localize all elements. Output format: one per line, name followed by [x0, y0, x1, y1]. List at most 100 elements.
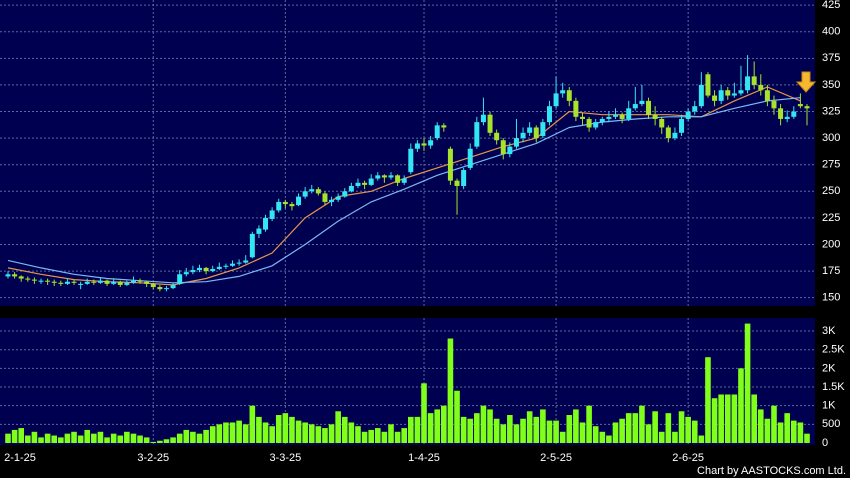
candle-body	[190, 270, 196, 273]
volume-bar	[665, 413, 672, 443]
candle-body	[725, 90, 731, 96]
y-tick-label: 250	[822, 185, 840, 197]
volume-bar	[381, 431, 388, 443]
candle-body	[256, 228, 262, 234]
candle-body	[368, 178, 374, 185]
y-tick-label: 400	[822, 26, 840, 38]
volume-bar	[308, 424, 315, 443]
candle-body	[698, 84, 704, 107]
volume-bar	[612, 422, 619, 443]
candle-body	[51, 281, 57, 283]
volume-bar	[229, 422, 236, 443]
volume-bar	[25, 435, 31, 443]
volume-bar	[64, 433, 71, 443]
volume-bar	[196, 433, 203, 443]
candle-body	[540, 122, 546, 136]
y-tick-label: 325	[822, 105, 840, 117]
volume-tick-label: 1.5K	[822, 381, 845, 393]
candle-body	[355, 182, 361, 186]
volume-bar	[757, 409, 764, 443]
candle-body	[421, 143, 427, 146]
volume-bar	[44, 433, 51, 443]
volume-bar	[368, 429, 374, 443]
candle-body	[738, 90, 744, 94]
volume-bar	[71, 431, 77, 443]
candle-body	[144, 281, 150, 284]
volume-bar	[718, 394, 724, 443]
volume-bar	[124, 431, 130, 443]
volume-bar	[804, 433, 810, 443]
y-tick-label: 150	[822, 292, 840, 304]
volume-bar	[652, 411, 658, 443]
x-tick-label: 3-2-25	[137, 452, 169, 464]
candle-body	[474, 122, 480, 147]
candle-body	[646, 100, 652, 115]
volume-bar	[500, 424, 507, 443]
candle-body	[196, 267, 202, 271]
x-tick-label: 2-6-25	[672, 452, 704, 464]
volume-bar	[744, 323, 751, 443]
candle-body	[104, 280, 110, 284]
y-tick-label: 425	[822, 0, 840, 11]
volume-bar	[639, 405, 645, 443]
volume-bar	[282, 413, 289, 443]
volume-bar	[242, 424, 249, 443]
candle-body	[58, 282, 64, 284]
candle-body	[579, 116, 585, 119]
volume-bar	[427, 413, 434, 443]
candle-body	[223, 265, 229, 267]
volume-tick-label: 2K	[822, 362, 836, 374]
volume-bar	[784, 413, 790, 443]
candle-body	[434, 125, 440, 139]
volume-bar	[190, 431, 196, 443]
candle-body	[84, 281, 90, 284]
candle-body	[124, 282, 130, 285]
volume-bar	[691, 420, 698, 443]
candle-body	[395, 175, 401, 183]
volume-bar	[414, 416, 421, 443]
candle-body	[778, 108, 784, 119]
volume-bar	[579, 422, 586, 443]
x-tick-label: 1-4-25	[408, 452, 440, 464]
volume-bar	[275, 415, 282, 443]
candle-body	[71, 281, 77, 283]
candle-body	[797, 104, 803, 107]
volume-bar	[606, 435, 612, 443]
volume-bar	[394, 431, 401, 443]
volume-bar	[97, 431, 104, 443]
candle-body	[236, 262, 242, 264]
volume-bar	[724, 394, 731, 443]
volume-bar	[592, 426, 599, 443]
volume-bar	[698, 435, 705, 443]
volume-bar	[84, 429, 91, 443]
volume-bar	[38, 437, 44, 443]
volume-bar	[51, 435, 58, 443]
volume-bar	[170, 437, 176, 443]
candle-body	[791, 111, 797, 117]
volume-bar	[632, 413, 639, 443]
candle-body	[513, 138, 519, 147]
volume-bar	[764, 418, 771, 443]
candle-body	[111, 281, 117, 284]
candle-body	[150, 283, 156, 288]
volume-bar	[5, 433, 11, 443]
candle-body	[500, 140, 506, 155]
candle-body	[672, 132, 678, 139]
volume-bar	[619, 418, 625, 443]
y-tick-label: 275	[822, 159, 840, 171]
candle-body	[296, 196, 302, 206]
candle-body	[480, 114, 486, 123]
candle-body	[408, 148, 414, 173]
candle-body	[454, 180, 460, 186]
candle-body	[560, 90, 566, 94]
candle-body	[745, 76, 751, 91]
candle-body	[348, 185, 354, 192]
candle-body	[97, 280, 103, 283]
volume-bar	[705, 357, 711, 443]
candle-body	[137, 280, 143, 282]
x-tick-label: 3-3-25	[269, 452, 301, 464]
candle-body	[606, 116, 612, 119]
candle-body	[45, 280, 51, 282]
y-tick-label: 175	[822, 265, 840, 277]
